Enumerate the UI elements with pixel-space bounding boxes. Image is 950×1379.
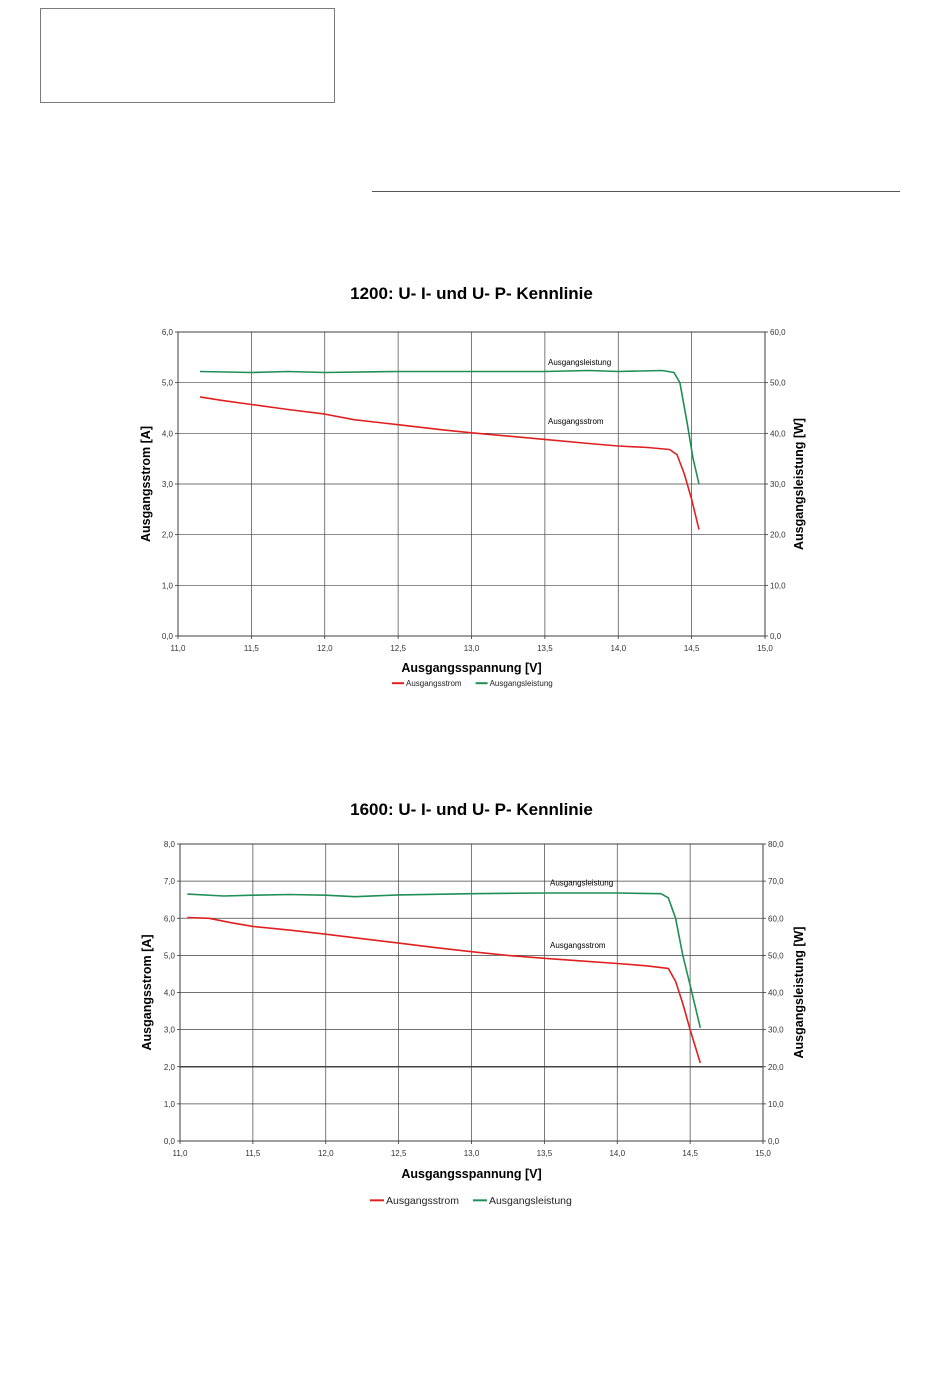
y2-tick-label: 50,0 — [770, 379, 786, 388]
chart-1600: 1600: U- I- und U- P- Kennlinie 0,0 0,0 1,0… — [140, 800, 806, 1207]
annotation-current: Ausgangsstrom — [548, 417, 604, 426]
x-tick-label: 14,5 — [682, 1149, 698, 1158]
y2-tick-label: 30,0 — [770, 480, 786, 489]
header-box — [40, 8, 335, 103]
annotation-current: Ausgangsstrom — [550, 941, 606, 950]
y-tick-label: 3,0 — [164, 1026, 176, 1035]
y2-tick-label: 60,0 — [770, 328, 786, 337]
series-line-current — [187, 916, 702, 1064]
x-tick-label: 14,0 — [609, 1149, 625, 1158]
y-tick-label: 3,0 — [162, 480, 174, 489]
y-tick-label: 6,0 — [164, 914, 176, 923]
x-tick-label: 12,0 — [318, 1149, 334, 1158]
y-tick-label: 0,0 — [164, 1137, 176, 1146]
y-tick-label: 4,0 — [162, 429, 174, 438]
series-line-current — [199, 396, 700, 530]
x-tick-label: 11,5 — [244, 644, 260, 653]
x-tick-label: 14,5 — [684, 644, 700, 653]
y2-axis-label: Ausgangsleistung [W] — [792, 927, 806, 1059]
y-tick-label: 5,0 — [164, 951, 176, 960]
y-axis-label: Ausgangsstrom [A] — [140, 935, 154, 1051]
y2-tick-label: 0,0 — [770, 632, 782, 641]
header-rule — [372, 191, 900, 192]
y-tick-label: 5,0 — [162, 379, 174, 388]
y2-tick-label: 40,0 — [768, 989, 784, 998]
x-tick-label: 15,0 — [755, 1149, 771, 1158]
y2-tick-label: 60,0 — [768, 914, 784, 923]
series-line-power — [199, 369, 700, 485]
y2-tick-label: 70,0 — [768, 877, 784, 886]
y-tick-label: 1,0 — [162, 581, 174, 590]
chart-1200: 1200: U- I- und U- P- Kennlinie 0,0 0,0 1,0… — [139, 284, 806, 688]
x-tick-label: 14,0 — [610, 644, 626, 653]
y-tick-label: 1,0 — [164, 1100, 176, 1109]
legend-label: Ausgangsleistung — [489, 1195, 572, 1207]
x-tick-label: 11,5 — [245, 1149, 261, 1158]
x-tick-label: 13,5 — [537, 644, 553, 653]
annotation-power: Ausgangsleistung — [548, 358, 611, 367]
x-axis-label: Ausgangsspannung [V] — [401, 1167, 541, 1181]
chart-title: 1600: U- I- und U- P- Kennlinie — [350, 800, 593, 819]
y-tick-label: 2,0 — [162, 531, 174, 540]
x-tick-label: 11,0 — [171, 644, 187, 653]
x-axis-label: Ausgangsspannung [V] — [401, 661, 541, 675]
x-tick-label: 13,0 — [464, 1149, 480, 1158]
series-line-power — [187, 892, 702, 1028]
y2-tick-label: 10,0 — [768, 1100, 784, 1109]
y-tick-label: 4,0 — [164, 989, 176, 998]
x-tick-label: 12,5 — [391, 1149, 407, 1158]
y2-tick-label: 20,0 — [768, 1063, 784, 1072]
x-tick-label: 13,5 — [537, 1149, 553, 1158]
y2-tick-label: 30,0 — [768, 1026, 784, 1035]
y2-tick-label: 40,0 — [770, 429, 786, 438]
legend-label: Ausgangsstrom — [386, 1195, 459, 1207]
y-tick-label: 0,0 — [162, 632, 174, 641]
y-tick-label: 6,0 — [162, 328, 174, 337]
y-axis-label: Ausgangsstrom [A] — [139, 426, 153, 542]
x-tick-label: 11,0 — [173, 1149, 189, 1158]
y-tick-label: 7,0 — [164, 877, 176, 886]
y2-tick-label: 0,0 — [768, 1137, 780, 1146]
x-tick-label: 12,0 — [317, 644, 333, 653]
chart-title: 1200: U- I- und U- P- Kennlinie — [350, 284, 593, 303]
annotation-power: Ausgangsleistung — [550, 879, 613, 888]
x-tick-label: 15,0 — [757, 644, 773, 653]
y2-tick-label: 20,0 — [770, 531, 786, 540]
x-tick-label: 12,5 — [390, 644, 406, 653]
x-tick-label: 13,0 — [464, 644, 480, 653]
legend-label: Ausgangsstrom — [406, 679, 462, 688]
y2-tick-label: 10,0 — [770, 581, 786, 590]
y-tick-label: 2,0 — [164, 1063, 176, 1072]
y2-tick-label: 50,0 — [768, 951, 784, 960]
legend-label: Ausgangsleistung — [490, 679, 553, 688]
y2-tick-label: 80,0 — [768, 840, 784, 849]
y-tick-label: 8,0 — [164, 840, 176, 849]
y2-axis-label: Ausgangsleistung [W] — [792, 418, 806, 550]
